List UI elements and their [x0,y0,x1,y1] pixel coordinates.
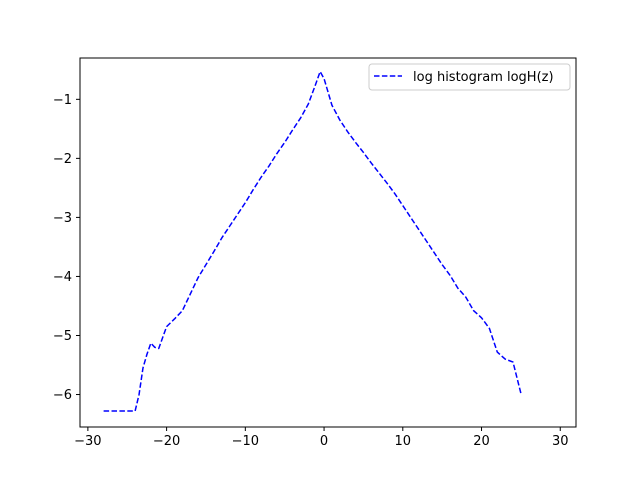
x-tick-label: −20 [153,434,180,449]
y-tick-label: −3 [53,211,72,226]
x-tick-label: 20 [473,434,490,449]
legend-box [368,63,571,91]
legend: log histogram logH(z) [368,63,571,91]
y-tick-label: −1 [53,93,72,108]
y-tick-label: −6 [53,388,72,403]
y-axis: −1 −2 −3 −4 −5 −6 [53,93,80,403]
plot-area [103,70,522,412]
series-line [103,70,522,412]
y-tick-label: −4 [53,270,72,285]
x-tick-label: 0 [320,434,328,449]
axes-frame [79,57,577,428]
x-axis: −30 −20 −10 0 10 20 30 [74,427,569,449]
x-tick-label: 30 [552,434,569,449]
x-tick-label: 10 [395,434,412,449]
x-tick-label: −10 [232,434,259,449]
y-tick-label: −5 [53,329,72,344]
legend-label: log histogram logH(z) [413,70,554,85]
y-tick-label: −2 [53,152,72,167]
x-tick-label: −30 [74,434,101,449]
